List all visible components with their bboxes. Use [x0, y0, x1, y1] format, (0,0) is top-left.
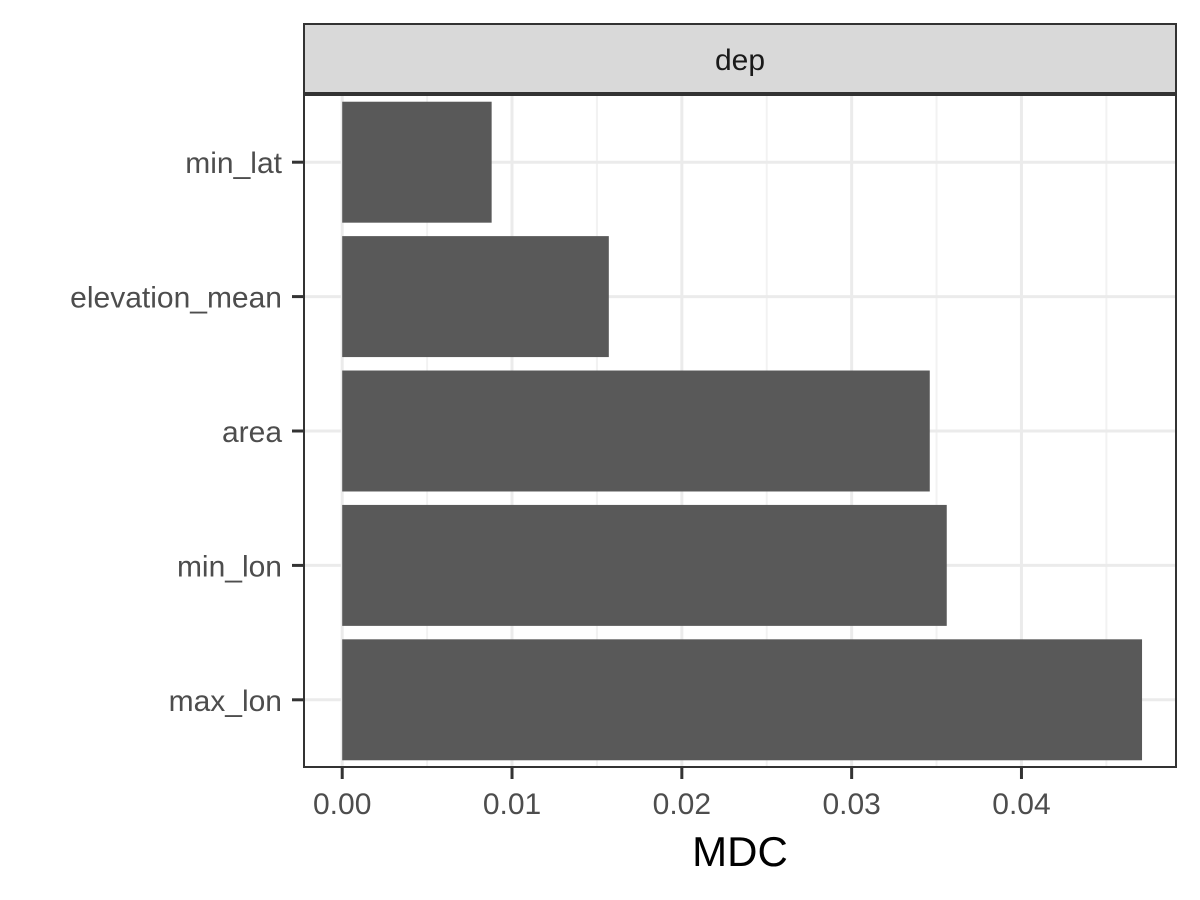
- x-axis: 0.00 0.01 0.02 0.03 0.04: [313, 767, 1051, 821]
- x-axis-title: MDC: [692, 828, 788, 875]
- bar-max-lon: [342, 639, 1143, 761]
- y-tick-label: min_lat: [185, 147, 282, 180]
- y-tick-label: area: [222, 416, 282, 449]
- bar-area: [342, 370, 930, 492]
- bar-min-lon: [342, 504, 947, 626]
- facet-strip: [303, 23, 1177, 94]
- facet-strip-label: dep: [715, 44, 765, 77]
- x-tick-label: 0.00: [313, 788, 371, 821]
- bar-elevation-mean: [342, 236, 609, 358]
- y-tick-label: elevation_mean: [70, 282, 282, 315]
- bar-min-lat: [342, 101, 492, 223]
- bars: [342, 101, 1143, 761]
- x-tick-label: 0.01: [483, 788, 541, 821]
- y-tick-label: min_lon: [177, 550, 282, 583]
- x-tick-label: 0.02: [653, 788, 711, 821]
- x-tick-label: 0.04: [992, 788, 1050, 821]
- y-tick-label: max_lon: [169, 685, 282, 718]
- x-tick-label: 0.03: [822, 788, 880, 821]
